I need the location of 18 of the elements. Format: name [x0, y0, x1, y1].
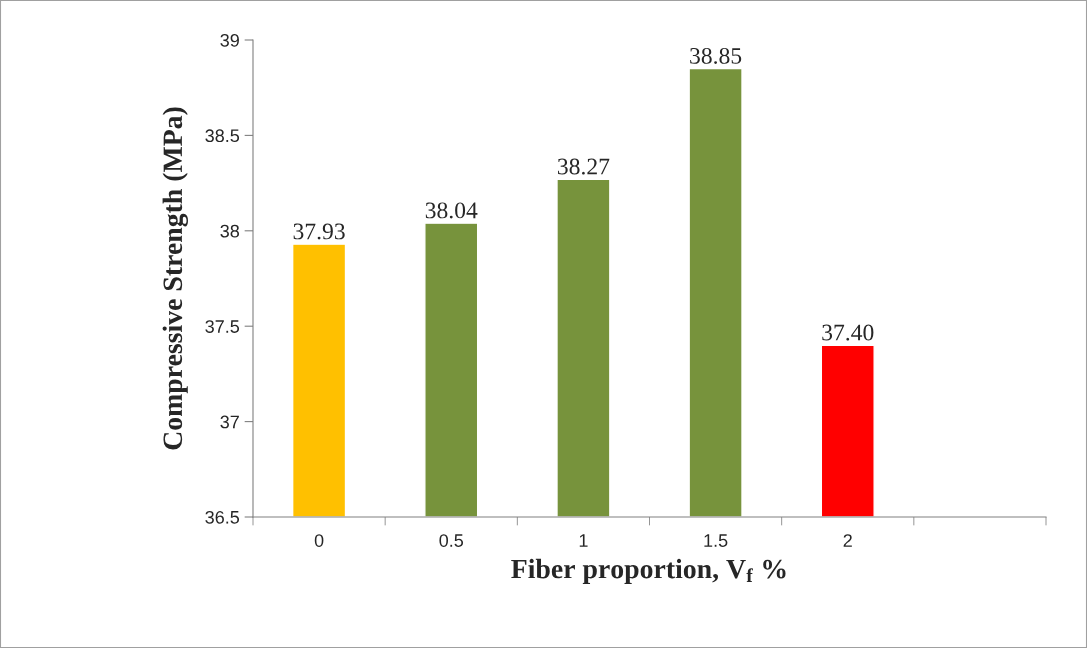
data-label: 37.93 [293, 223, 345, 240]
data-label: 38.27 [557, 158, 610, 175]
y-tick-label: 37 [220, 415, 239, 429]
y-tick-label: 36.5 [205, 510, 240, 524]
y-tick-label: 38.5 [205, 129, 240, 143]
x-tick-label: 1.5 [704, 534, 728, 547]
data-label: 37.40 [822, 324, 874, 341]
x-tick-label: 2 [843, 534, 852, 547]
x-tick-label: 0.5 [439, 534, 464, 547]
x-axis-title: Fiber proportion, V$_{f}$ % [511, 558, 786, 585]
y-axis-title: Compressive Strength (MPa) [162, 107, 188, 450]
data-label: 38.04 [425, 202, 478, 219]
y-tick-label: 39 [220, 33, 239, 47]
x-tick-label: 0 [314, 534, 324, 547]
x-tick-label: 1 [579, 534, 588, 547]
data-label: 38.85 [690, 47, 742, 64]
y-tick-label: 37.5 [205, 320, 240, 333]
y-tick-label: 38 [220, 224, 240, 238]
